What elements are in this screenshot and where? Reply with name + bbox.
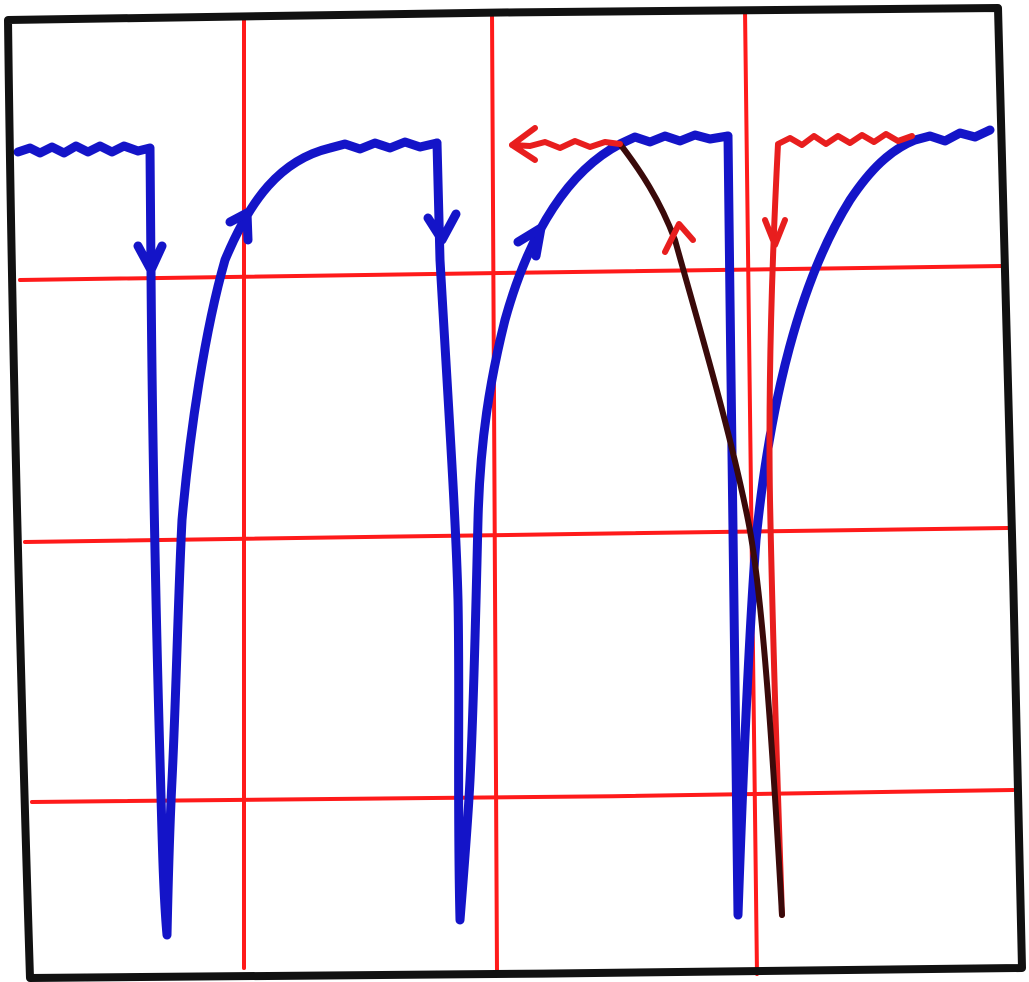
- blue-trace-3-line: [723, 125, 995, 920]
- red-trace-4-dark-line: [617, 141, 785, 918]
- diagram-frame: [4, 4, 1026, 982]
- blue-trace-1: [13, 137, 442, 940]
- grid-line-horizontal-2: [23, 526, 1010, 544]
- red-trace-4-left-stub: [509, 138, 623, 151]
- blue-trace-2-up-arrow: [513, 223, 546, 261]
- blue-trace-2-line: [432, 130, 733, 925]
- grid-line-horizontal-3: [30, 788, 1015, 804]
- blue-trace-3: [723, 125, 995, 920]
- blue-trace-1-up-arrow: [225, 208, 253, 245]
- grid-line-vertical-3: [743, 8, 759, 976]
- blue-trace-1-line: [13, 137, 442, 940]
- blue-trace-2: [423, 130, 733, 925]
- red-trace-4: [509, 125, 915, 918]
- grid-line-vertical-2: [490, 10, 499, 974]
- red-trace-4-line: [766, 131, 915, 918]
- blue-trace-1-down-arrow: [133, 241, 167, 275]
- red-trace-4-up-arrow: [662, 221, 696, 255]
- grid-line-horizontal-1: [18, 264, 1004, 282]
- blue-trace-2-down-arrow: [423, 209, 461, 245]
- red-trace-4-down-arrow: [762, 217, 788, 248]
